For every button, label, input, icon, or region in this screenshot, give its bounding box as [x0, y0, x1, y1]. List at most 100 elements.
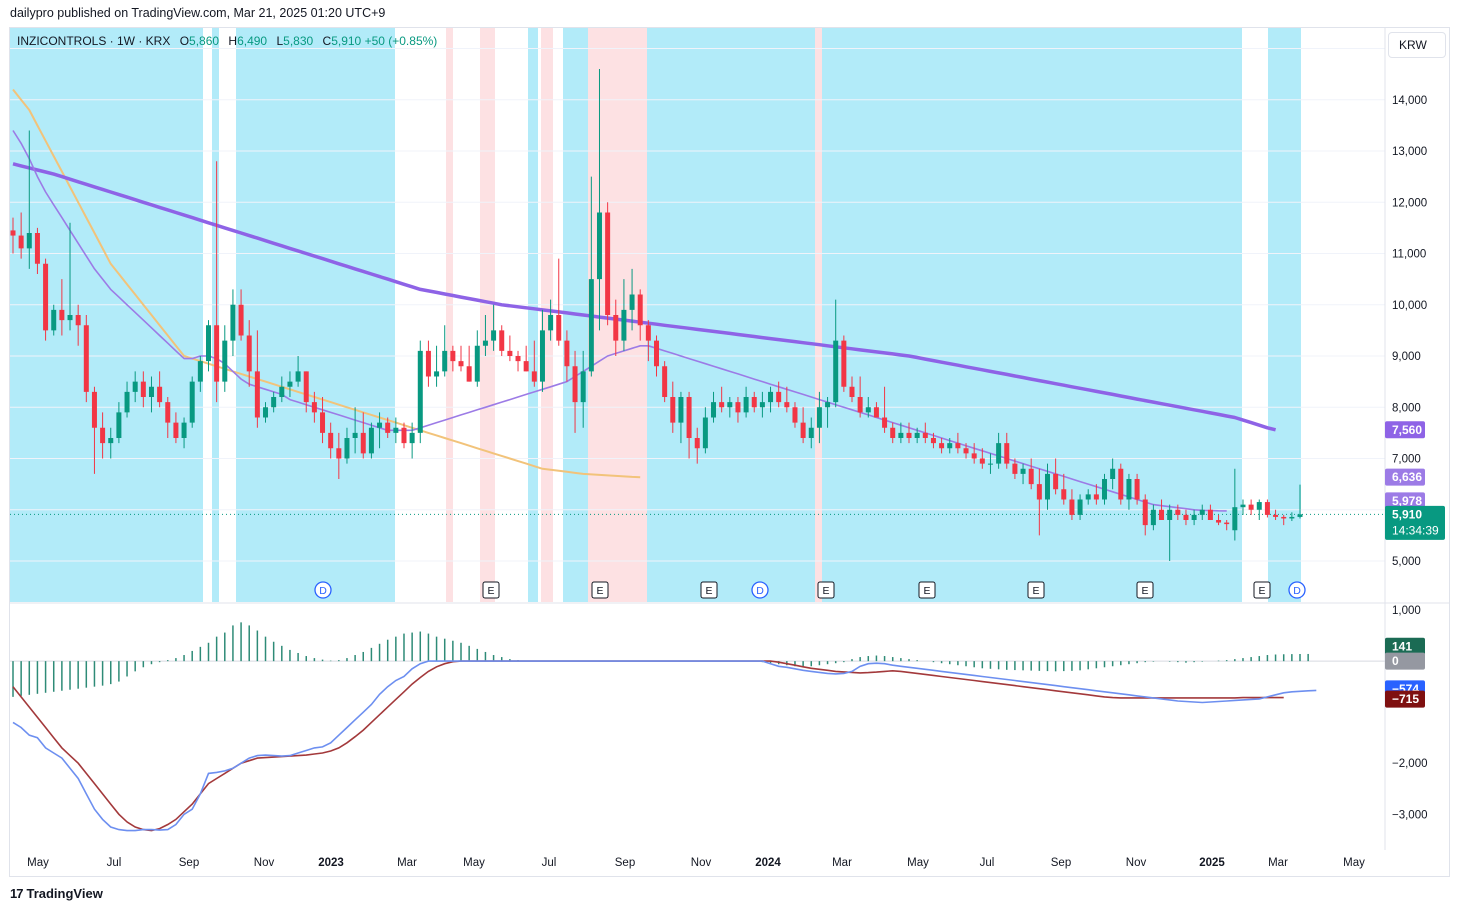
candle-body[interactable] — [1191, 514, 1197, 520]
candle-body[interactable] — [816, 407, 822, 428]
candle-body[interactable] — [1199, 509, 1205, 515]
candle-body[interactable] — [148, 386, 154, 397]
candle-body[interactable] — [1224, 522, 1230, 525]
candle-body[interactable] — [417, 350, 423, 433]
candle-body[interactable] — [971, 453, 977, 459]
candle-body[interactable] — [352, 432, 358, 438]
candle-body[interactable] — [1150, 509, 1156, 526]
candle-body[interactable] — [360, 432, 366, 454]
candle-body[interactable] — [26, 233, 32, 249]
candle-body[interactable] — [1159, 509, 1165, 520]
candle-body[interactable] — [100, 427, 106, 444]
earnings-marker[interactable] — [700, 581, 718, 599]
candle-body[interactable] — [792, 407, 798, 423]
candle-body[interactable] — [409, 432, 415, 444]
candle-body[interactable] — [963, 448, 969, 454]
candle-body[interactable] — [800, 422, 806, 438]
candle-body[interactable] — [328, 432, 334, 449]
candle-body[interactable] — [197, 361, 203, 382]
candle-body[interactable] — [1036, 484, 1042, 500]
candle-body[interactable] — [238, 304, 244, 336]
candle-body[interactable] — [173, 422, 179, 438]
candle-body[interactable] — [34, 233, 40, 264]
candle-body[interactable] — [1256, 502, 1262, 510]
dividend-marker[interactable] — [751, 581, 769, 599]
candle-body[interactable] — [320, 412, 326, 433]
candle-body[interactable] — [1004, 443, 1010, 464]
tradingview-logo[interactable]: 17 TradingView — [10, 886, 103, 901]
candle-body[interactable] — [1102, 479, 1108, 500]
candle-body[interactable] — [678, 397, 684, 423]
candle-body[interactable] — [466, 366, 472, 382]
candle-body[interactable] — [841, 340, 847, 387]
candle-body[interactable] — [1232, 507, 1238, 531]
earnings-marker[interactable] — [591, 581, 609, 599]
candle-body[interactable] — [654, 340, 659, 367]
earnings-marker[interactable] — [1027, 581, 1045, 599]
candle-body[interactable] — [645, 325, 651, 341]
currency-button[interactable]: KRW — [1388, 32, 1446, 58]
candle-body[interactable] — [116, 412, 122, 438]
candle-body[interactable] — [1281, 516, 1287, 519]
candle-body[interactable] — [523, 361, 529, 372]
candle-body[interactable] — [1289, 516, 1295, 519]
earnings-marker[interactable] — [1136, 581, 1154, 599]
candle-body[interactable] — [621, 309, 627, 341]
candle-body[interactable] — [719, 402, 725, 408]
candle-body[interactable] — [702, 417, 708, 449]
candle-body[interactable] — [776, 391, 782, 403]
candle-body[interactable] — [548, 315, 554, 331]
candle-body[interactable] — [246, 335, 252, 372]
candle-body[interactable] — [75, 315, 81, 326]
candle-body[interactable] — [882, 417, 888, 428]
candle-body[interactable] — [996, 443, 1002, 464]
candle-body[interactable] — [833, 340, 839, 403]
candle-body[interactable] — [1044, 473, 1050, 500]
candle-body[interactable] — [1248, 504, 1254, 510]
candle-body[interactable] — [613, 315, 619, 341]
candle-body[interactable] — [91, 391, 97, 428]
candle-body[interactable] — [1175, 509, 1181, 515]
candle-body[interactable] — [947, 443, 953, 449]
candle-body[interactable] — [181, 422, 187, 438]
candle-body[interactable] — [605, 212, 611, 316]
candle-body[interactable] — [930, 438, 936, 444]
candle-body[interactable] — [507, 350, 513, 356]
dividend-marker[interactable] — [314, 581, 332, 599]
candle-body[interactable] — [401, 427, 407, 444]
candle-body[interactable] — [491, 330, 497, 341]
candle-body[interactable] — [580, 371, 586, 403]
candle-body[interactable] — [108, 438, 114, 444]
candle-body[interactable] — [1142, 499, 1148, 526]
candle-body[interactable] — [458, 361, 464, 367]
candle-body[interactable] — [51, 309, 57, 331]
candle-body[interactable] — [295, 371, 301, 382]
candle-body[interactable] — [596, 212, 602, 280]
candle-body[interactable] — [727, 402, 733, 408]
candle-body[interactable] — [336, 448, 342, 459]
candle-body[interactable] — [157, 386, 163, 403]
candle-body[interactable] — [214, 325, 220, 382]
candle-body[interactable] — [263, 407, 269, 418]
candle-body[interactable] — [588, 279, 594, 372]
candle-body[interactable] — [979, 458, 985, 464]
candle-body[interactable] — [849, 386, 855, 397]
candle-body[interactable] — [1240, 504, 1246, 508]
candle-body[interactable] — [368, 427, 374, 454]
candle-body[interactable] — [450, 350, 456, 362]
candle-body[interactable] — [564, 340, 570, 367]
candle-body[interactable] — [711, 402, 717, 418]
earnings-marker[interactable] — [482, 581, 500, 599]
candle-body[interactable] — [222, 340, 228, 382]
candle-body[interactable] — [303, 371, 309, 403]
candle-body[interactable] — [1012, 463, 1018, 474]
candle-body[interactable] — [18, 235, 24, 249]
candle-body[interactable] — [311, 402, 317, 413]
candle-body[interactable] — [768, 391, 774, 403]
candle-body[interactable] — [1093, 494, 1099, 500]
candle-body[interactable] — [279, 386, 285, 397]
candle-body[interactable] — [140, 381, 146, 397]
candle-body[interactable] — [205, 325, 211, 362]
candle-body[interactable] — [531, 371, 537, 382]
earnings-marker[interactable] — [1253, 581, 1271, 599]
